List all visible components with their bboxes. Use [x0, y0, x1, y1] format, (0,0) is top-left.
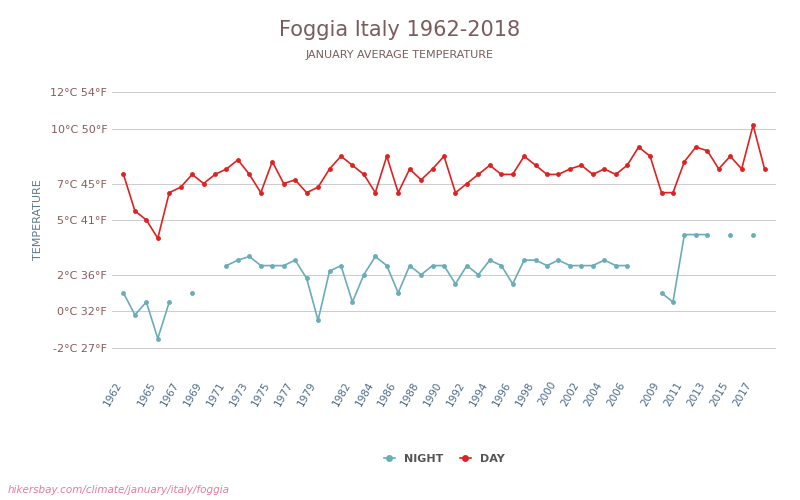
- Text: Foggia Italy 1962-2018: Foggia Italy 1962-2018: [279, 20, 521, 40]
- NIGHT: [153, 336, 162, 342]
- NIGHT: [565, 262, 574, 268]
- Text: JANUARY AVERAGE TEMPERATURE: JANUARY AVERAGE TEMPERATURE: [306, 50, 494, 60]
- DAY: [302, 190, 311, 196]
- DAY: [748, 122, 758, 128]
- NIGHT: [405, 262, 414, 268]
- DAY: [760, 166, 770, 172]
- NIGHT: [118, 290, 128, 296]
- Legend: NIGHT, DAY: NIGHT, DAY: [379, 450, 509, 468]
- DAY: [153, 235, 162, 241]
- DAY: [405, 166, 414, 172]
- DAY: [577, 162, 586, 168]
- DAY: [118, 172, 128, 177]
- Y-axis label: TEMPERATURE: TEMPERATURE: [34, 180, 43, 260]
- Line: NIGHT: NIGHT: [121, 232, 755, 341]
- NIGHT: [577, 262, 586, 268]
- Line: DAY: DAY: [121, 122, 767, 240]
- DAY: [165, 190, 174, 196]
- DAY: [142, 217, 151, 223]
- NIGHT: [142, 299, 151, 305]
- DAY: [565, 166, 574, 172]
- Text: hikersbay.com/climate/january/italy/foggia: hikersbay.com/climate/january/italy/fogg…: [8, 485, 230, 495]
- NIGHT: [302, 276, 311, 281]
